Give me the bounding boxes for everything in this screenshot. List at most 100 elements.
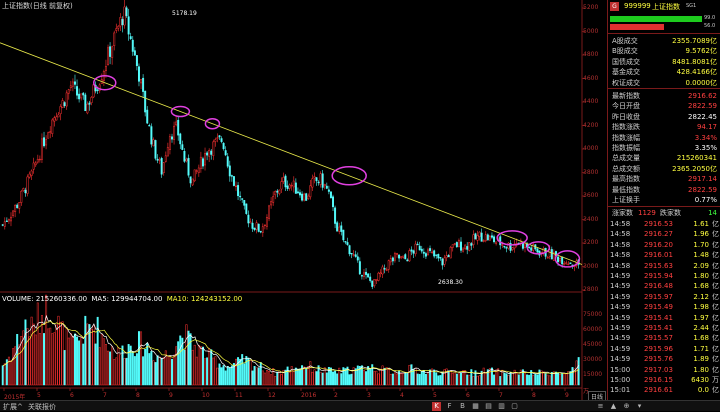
stock-icon[interactable]: K — [432, 402, 441, 411]
volume-bar — [396, 373, 398, 386]
volume-bar — [100, 334, 103, 386]
scroll-icon[interactable]: ▲ — [610, 402, 617, 410]
stat-value: 8481.8081亿 — [672, 57, 717, 66]
time-tick: 11 — [235, 392, 243, 399]
price-tick: 4400 — [583, 98, 599, 105]
table-icon[interactable]: ▦ — [472, 402, 479, 410]
zoom-icon[interactable]: ⊕ — [623, 402, 630, 410]
extend-tab[interactable]: 扩展^ — [3, 403, 23, 411]
stat-value: 3.34% — [694, 133, 717, 142]
grid-icon[interactable]: ▥ — [498, 402, 505, 410]
volume-bar — [348, 374, 351, 386]
volume-bar — [197, 345, 200, 386]
volume-bar — [356, 365, 359, 386]
stat-row: 最高指数 2917.14 — [608, 174, 720, 184]
candle — [470, 243, 473, 246]
stat-label: 基金成交 — [612, 68, 640, 77]
candle — [276, 190, 279, 193]
candle — [119, 17, 122, 27]
volume-bar — [208, 348, 211, 386]
candle — [69, 85, 72, 88]
volume-bar — [490, 367, 493, 386]
volume-bar — [325, 372, 328, 386]
related-quotes-tab[interactable]: 关联报价 — [28, 403, 56, 411]
volume-bar — [499, 376, 502, 386]
volume-bar — [270, 374, 273, 386]
volume-bar — [449, 370, 452, 386]
volume-bar — [369, 368, 372, 386]
volume-bar — [336, 373, 339, 386]
candle — [45, 139, 48, 146]
volume-bar — [521, 369, 524, 386]
volume-bar — [303, 366, 306, 386]
stat-label: 国债成交 — [612, 57, 640, 66]
volume-tick: 15000 — [583, 371, 603, 378]
candle — [235, 185, 237, 188]
volume-bar — [5, 359, 8, 386]
more-icon[interactable]: ▾ — [637, 402, 642, 410]
candle — [402, 255, 405, 258]
candle — [342, 229, 345, 241]
volume-bar — [86, 323, 89, 386]
volume-bar — [493, 374, 496, 386]
volume-bar — [371, 364, 374, 386]
candle — [480, 232, 483, 242]
candle — [507, 242, 510, 249]
candle — [247, 214, 250, 224]
kline-chart[interactable] — [0, 0, 605, 400]
candle — [226, 156, 229, 167]
volume-bar — [7, 356, 10, 386]
candle — [327, 189, 330, 192]
volume-bar — [115, 357, 118, 386]
volume-bar — [437, 375, 440, 386]
volume-bar — [323, 367, 326, 386]
volume-bar — [220, 367, 223, 386]
candle — [185, 158, 188, 162]
stat-value: 9.5762亿 — [685, 47, 718, 56]
price-tick: 4800 — [583, 51, 599, 58]
volume-bar — [563, 372, 566, 386]
volume-tick: 万 — [583, 388, 590, 395]
candle — [90, 97, 93, 104]
candle — [557, 256, 560, 263]
candle — [389, 258, 392, 263]
candle — [317, 181, 320, 184]
tick-unit: 亿 — [712, 220, 719, 228]
volume-bar — [127, 344, 130, 386]
candle — [191, 178, 194, 186]
volume-bar — [367, 366, 370, 386]
volume-bar — [453, 370, 456, 386]
chart-icon[interactable]: ▤ — [485, 402, 492, 410]
tick-unit: 亿 — [712, 334, 719, 343]
volume-bar — [381, 365, 384, 386]
candle — [530, 247, 533, 251]
candle — [261, 226, 264, 233]
candle — [358, 261, 361, 275]
window-icon[interactable]: ▢ — [511, 402, 518, 410]
candle — [121, 19, 124, 26]
bond-icon[interactable]: B — [460, 402, 465, 410]
volume-bar — [296, 368, 299, 386]
candle — [363, 272, 365, 277]
tick-price: 2915.49 — [644, 303, 673, 312]
stat-label: 昨日收盘 — [612, 112, 640, 121]
volume-bar — [501, 369, 504, 386]
volume-bar — [113, 359, 116, 386]
tick-unit: 亿 — [712, 251, 719, 260]
volume-bar — [519, 369, 522, 386]
candle — [67, 89, 70, 94]
volume-bar — [193, 344, 196, 386]
close-icon[interactable]: G — [610, 2, 619, 11]
list-icon[interactable]: ≡ — [597, 402, 604, 410]
volume-bar — [561, 373, 564, 386]
fund-icon[interactable]: F — [447, 402, 452, 410]
candle — [565, 262, 568, 264]
candle — [173, 125, 176, 140]
volume-bar — [111, 346, 114, 386]
candle — [123, 6, 126, 26]
candle — [299, 192, 301, 196]
volume-bar — [509, 371, 512, 386]
candle — [336, 222, 339, 232]
candle — [294, 182, 297, 194]
volume-bar — [321, 372, 324, 386]
